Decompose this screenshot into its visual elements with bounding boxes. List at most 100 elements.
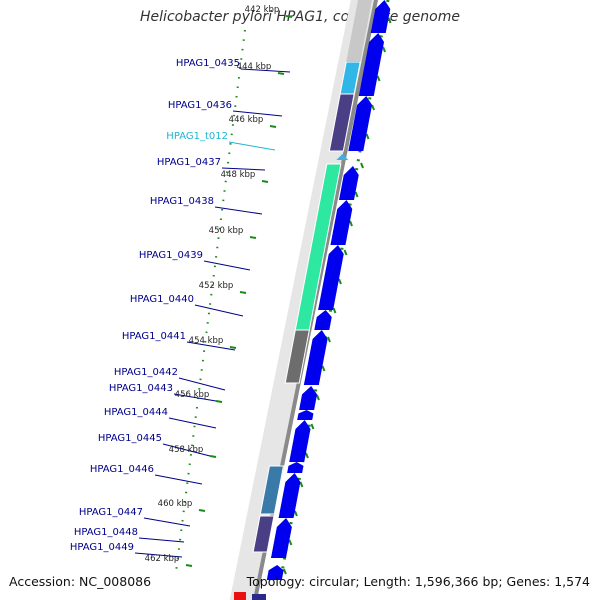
tick-mark bbox=[261, 180, 269, 183]
cds-arrow bbox=[278, 473, 301, 518]
leader-HPAG1_0444 bbox=[168, 417, 217, 429]
gc-skew-dash bbox=[299, 481, 304, 488]
gc-skew-dash bbox=[365, 133, 370, 140]
gene-label-HPAG1_t012: HPAG1_t012 bbox=[166, 131, 228, 142]
gc-skew-dash bbox=[354, 191, 359, 198]
gene-label-HPAG1_0436: HPAG1_0436 bbox=[168, 100, 232, 111]
leader-HPAG1_0446 bbox=[154, 474, 203, 485]
feature-HPAG1_0446 bbox=[259, 465, 285, 515]
tick-mark bbox=[185, 564, 193, 567]
tick-label: 458 kbp bbox=[169, 445, 204, 455]
cds-arrow bbox=[358, 33, 385, 96]
gene-label-HPAG1_0438: HPAG1_0438 bbox=[150, 196, 214, 207]
leader-HPAG1_0443 bbox=[173, 393, 223, 403]
feature-HPAG1_0441 bbox=[284, 329, 310, 384]
gc-skew-dash bbox=[349, 220, 353, 227]
tick-label: 450 kbp bbox=[209, 226, 244, 236]
kbp-ticks: 442 kbp 444 kbp 446 kbp 448 kbp 450 kbp 452 k… bbox=[145, 5, 293, 567]
tick-mark bbox=[215, 400, 223, 403]
gene-label-HPAG1_0448: HPAG1_0448 bbox=[74, 527, 138, 538]
gene-label-HPAG1_0443: HPAG1_0443 bbox=[109, 383, 173, 394]
cds-arrow bbox=[330, 200, 353, 245]
cds-arrow bbox=[303, 330, 328, 385]
leader-HPAG1_0438 bbox=[214, 206, 263, 215]
gc-skew-dash bbox=[371, 104, 375, 111]
leader-HPAG1_0442 bbox=[178, 377, 226, 391]
leader-HPAG1_t012 bbox=[228, 141, 276, 151]
cds-arrow bbox=[299, 386, 318, 410]
gene-label-HPAG1_0447: HPAG1_0447 bbox=[79, 507, 143, 518]
topology-label: Topology: circular; Length: 1,596,366 bp… bbox=[246, 574, 590, 589]
tick-label: 446 kbp bbox=[229, 115, 264, 125]
gc-skew-dash bbox=[288, 539, 293, 546]
feature-upstream bbox=[346, 0, 372, 62]
gene-labels: HPAG1_0435 HPAG1_0436 HPAG1_t012 HPAG1_0437… bbox=[70, 58, 240, 553]
cds-arrow bbox=[270, 518, 292, 558]
bottom-fragments bbox=[234, 592, 266, 600]
tick-label: 454 kbp bbox=[189, 336, 224, 346]
tick-label: 448 kbp bbox=[221, 170, 256, 180]
cds-arrow bbox=[339, 166, 359, 200]
gene-label-HPAG1_0440: HPAG1_0440 bbox=[130, 294, 194, 305]
feature-HPAG1_0447 bbox=[252, 515, 275, 553]
gc-skew-dash bbox=[376, 75, 381, 82]
gc-skew-dash bbox=[305, 452, 309, 459]
leader-HPAG1_0448 bbox=[138, 537, 185, 543]
gc-skew-marks bbox=[282, 17, 392, 575]
gc-skew-dash bbox=[327, 336, 331, 343]
gene-label-HPAG1_0445: HPAG1_0445 bbox=[98, 433, 162, 444]
gene-label-HPAG1_0446: HPAG1_0446 bbox=[90, 464, 154, 475]
label-leader-lines bbox=[134, 68, 291, 558]
tick-mark bbox=[269, 125, 277, 128]
cds-arrow bbox=[314, 310, 332, 330]
tick-label: 452 kbp bbox=[199, 281, 234, 291]
gene-label-HPAG1_0449: HPAG1_0449 bbox=[70, 542, 134, 553]
leader-HPAG1_0440 bbox=[194, 304, 244, 317]
tick-mark bbox=[277, 72, 285, 75]
cds-arrow bbox=[297, 410, 314, 420]
leader-HPAG1_0437 bbox=[221, 167, 266, 171]
leader-HPAG1_0447 bbox=[143, 517, 191, 527]
leader-HPAG1_0441 bbox=[186, 341, 236, 351]
gene-features bbox=[252, 0, 372, 553]
leader-HPAG1_0439 bbox=[203, 260, 251, 271]
tick-label: 442 kbp bbox=[245, 5, 280, 15]
gene-label-HPAG1_0442: HPAG1_0442 bbox=[114, 367, 178, 378]
gc-skew-dash bbox=[343, 249, 348, 256]
tick-mark bbox=[249, 236, 257, 239]
gc-skew-dash bbox=[293, 510, 298, 517]
tick-label: 456 kbp bbox=[175, 390, 210, 400]
cds-arrow bbox=[289, 420, 311, 462]
gc-skew-dash bbox=[338, 278, 342, 285]
gc-skew-dash bbox=[321, 365, 326, 372]
cds-arrow bbox=[287, 462, 304, 473]
gc-skew-dash bbox=[282, 568, 287, 575]
tick-label: 460 kbp bbox=[158, 499, 193, 509]
tick-mark bbox=[285, 15, 293, 18]
gene-label-HPAG1_0441: HPAG1_0441 bbox=[122, 331, 186, 342]
cds-arrow bbox=[348, 96, 373, 151]
tick-mark bbox=[229, 346, 237, 349]
tick-mark bbox=[209, 455, 217, 458]
leader-HPAG1_0436 bbox=[232, 110, 283, 117]
leader-HPAG1_0435 bbox=[240, 68, 291, 73]
tick-label: 444 kbp bbox=[237, 62, 272, 72]
gc-skew-dash bbox=[316, 394, 320, 401]
accession-label: Accession: NC_008086 bbox=[9, 574, 152, 589]
tick-label: 462 kbp bbox=[145, 554, 180, 564]
tick-mark bbox=[198, 509, 206, 512]
gene-label-HPAG1_0437: HPAG1_0437 bbox=[157, 157, 221, 168]
gene-label-HPAG1_0435: HPAG1_0435 bbox=[176, 58, 240, 69]
trna-arrow bbox=[336, 154, 349, 160]
leader-HPAG1_0445 bbox=[162, 443, 211, 457]
gc-skew-dash bbox=[382, 46, 386, 53]
cds-arrow bbox=[318, 245, 344, 310]
gc-skew-dash bbox=[387, 17, 392, 24]
cds-arrow bbox=[370, 0, 391, 33]
gene-label-HPAG1_0439: HPAG1_0439 bbox=[139, 250, 203, 261]
cds-arrows bbox=[266, 0, 391, 580]
gc-skew-dash bbox=[332, 307, 337, 314]
tick-mark bbox=[239, 291, 247, 294]
feature-HPAG1_0436 bbox=[328, 93, 355, 152]
